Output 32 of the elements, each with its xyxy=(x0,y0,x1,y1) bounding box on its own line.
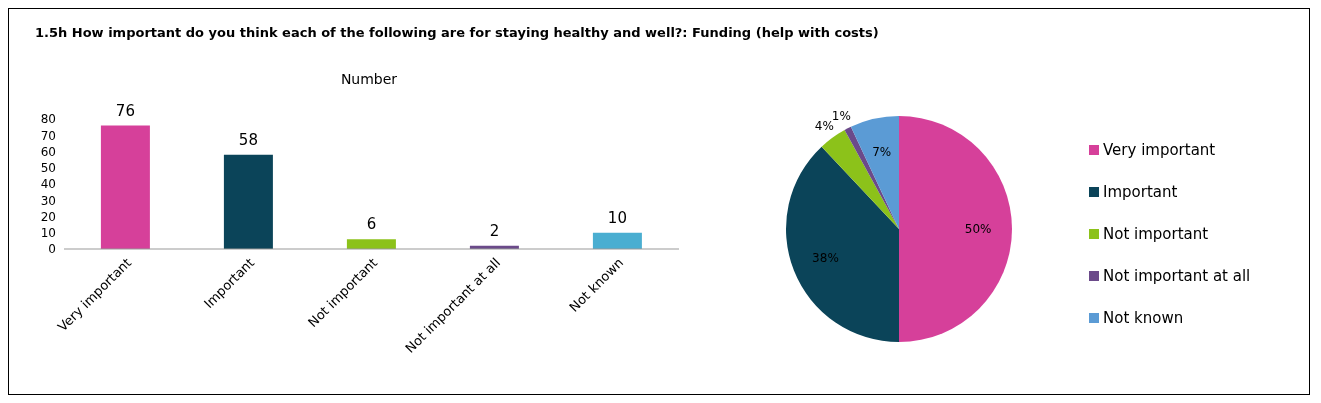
bar xyxy=(223,154,273,249)
y-tick-label: 30 xyxy=(40,193,56,208)
y-tick-label: 0 xyxy=(48,242,56,257)
y-tick-label: 60 xyxy=(40,144,56,159)
legend-label: Very important xyxy=(1103,141,1216,159)
y-tick-label: 40 xyxy=(40,177,56,192)
data-label: 1% xyxy=(831,108,851,123)
pie-slice xyxy=(821,129,899,229)
pie-slice xyxy=(899,116,1012,342)
pie-slice xyxy=(786,146,899,342)
data-label: 58 xyxy=(238,130,258,149)
data-label: 76 xyxy=(115,101,135,120)
pie-slice xyxy=(850,116,899,229)
data-label: 7% xyxy=(872,144,892,159)
y-tick-label: 10 xyxy=(40,226,56,241)
y-tick-label: 80 xyxy=(40,112,56,127)
legend-label: Not important xyxy=(1103,225,1209,243)
data-label: 6 xyxy=(366,215,377,234)
y-tick-label: 20 xyxy=(40,209,56,224)
y-tick-label: 50 xyxy=(40,161,56,176)
data-label: 38% xyxy=(812,251,839,266)
y-tick-label: 70 xyxy=(40,128,56,143)
chart-title: 1.5h How important do you think each of the following are for staying healthy and well?: Funding (help with costs) xyxy=(35,25,879,40)
chart-subtitle: Number xyxy=(339,71,399,87)
data-label: 10 xyxy=(607,208,627,227)
legend-label: Important xyxy=(1103,183,1178,201)
bar xyxy=(346,239,396,249)
bar xyxy=(100,125,150,249)
data-label: 4% xyxy=(814,119,834,134)
data-label: 2 xyxy=(489,221,500,240)
bar xyxy=(592,232,642,249)
data-label: 50% xyxy=(964,222,992,236)
